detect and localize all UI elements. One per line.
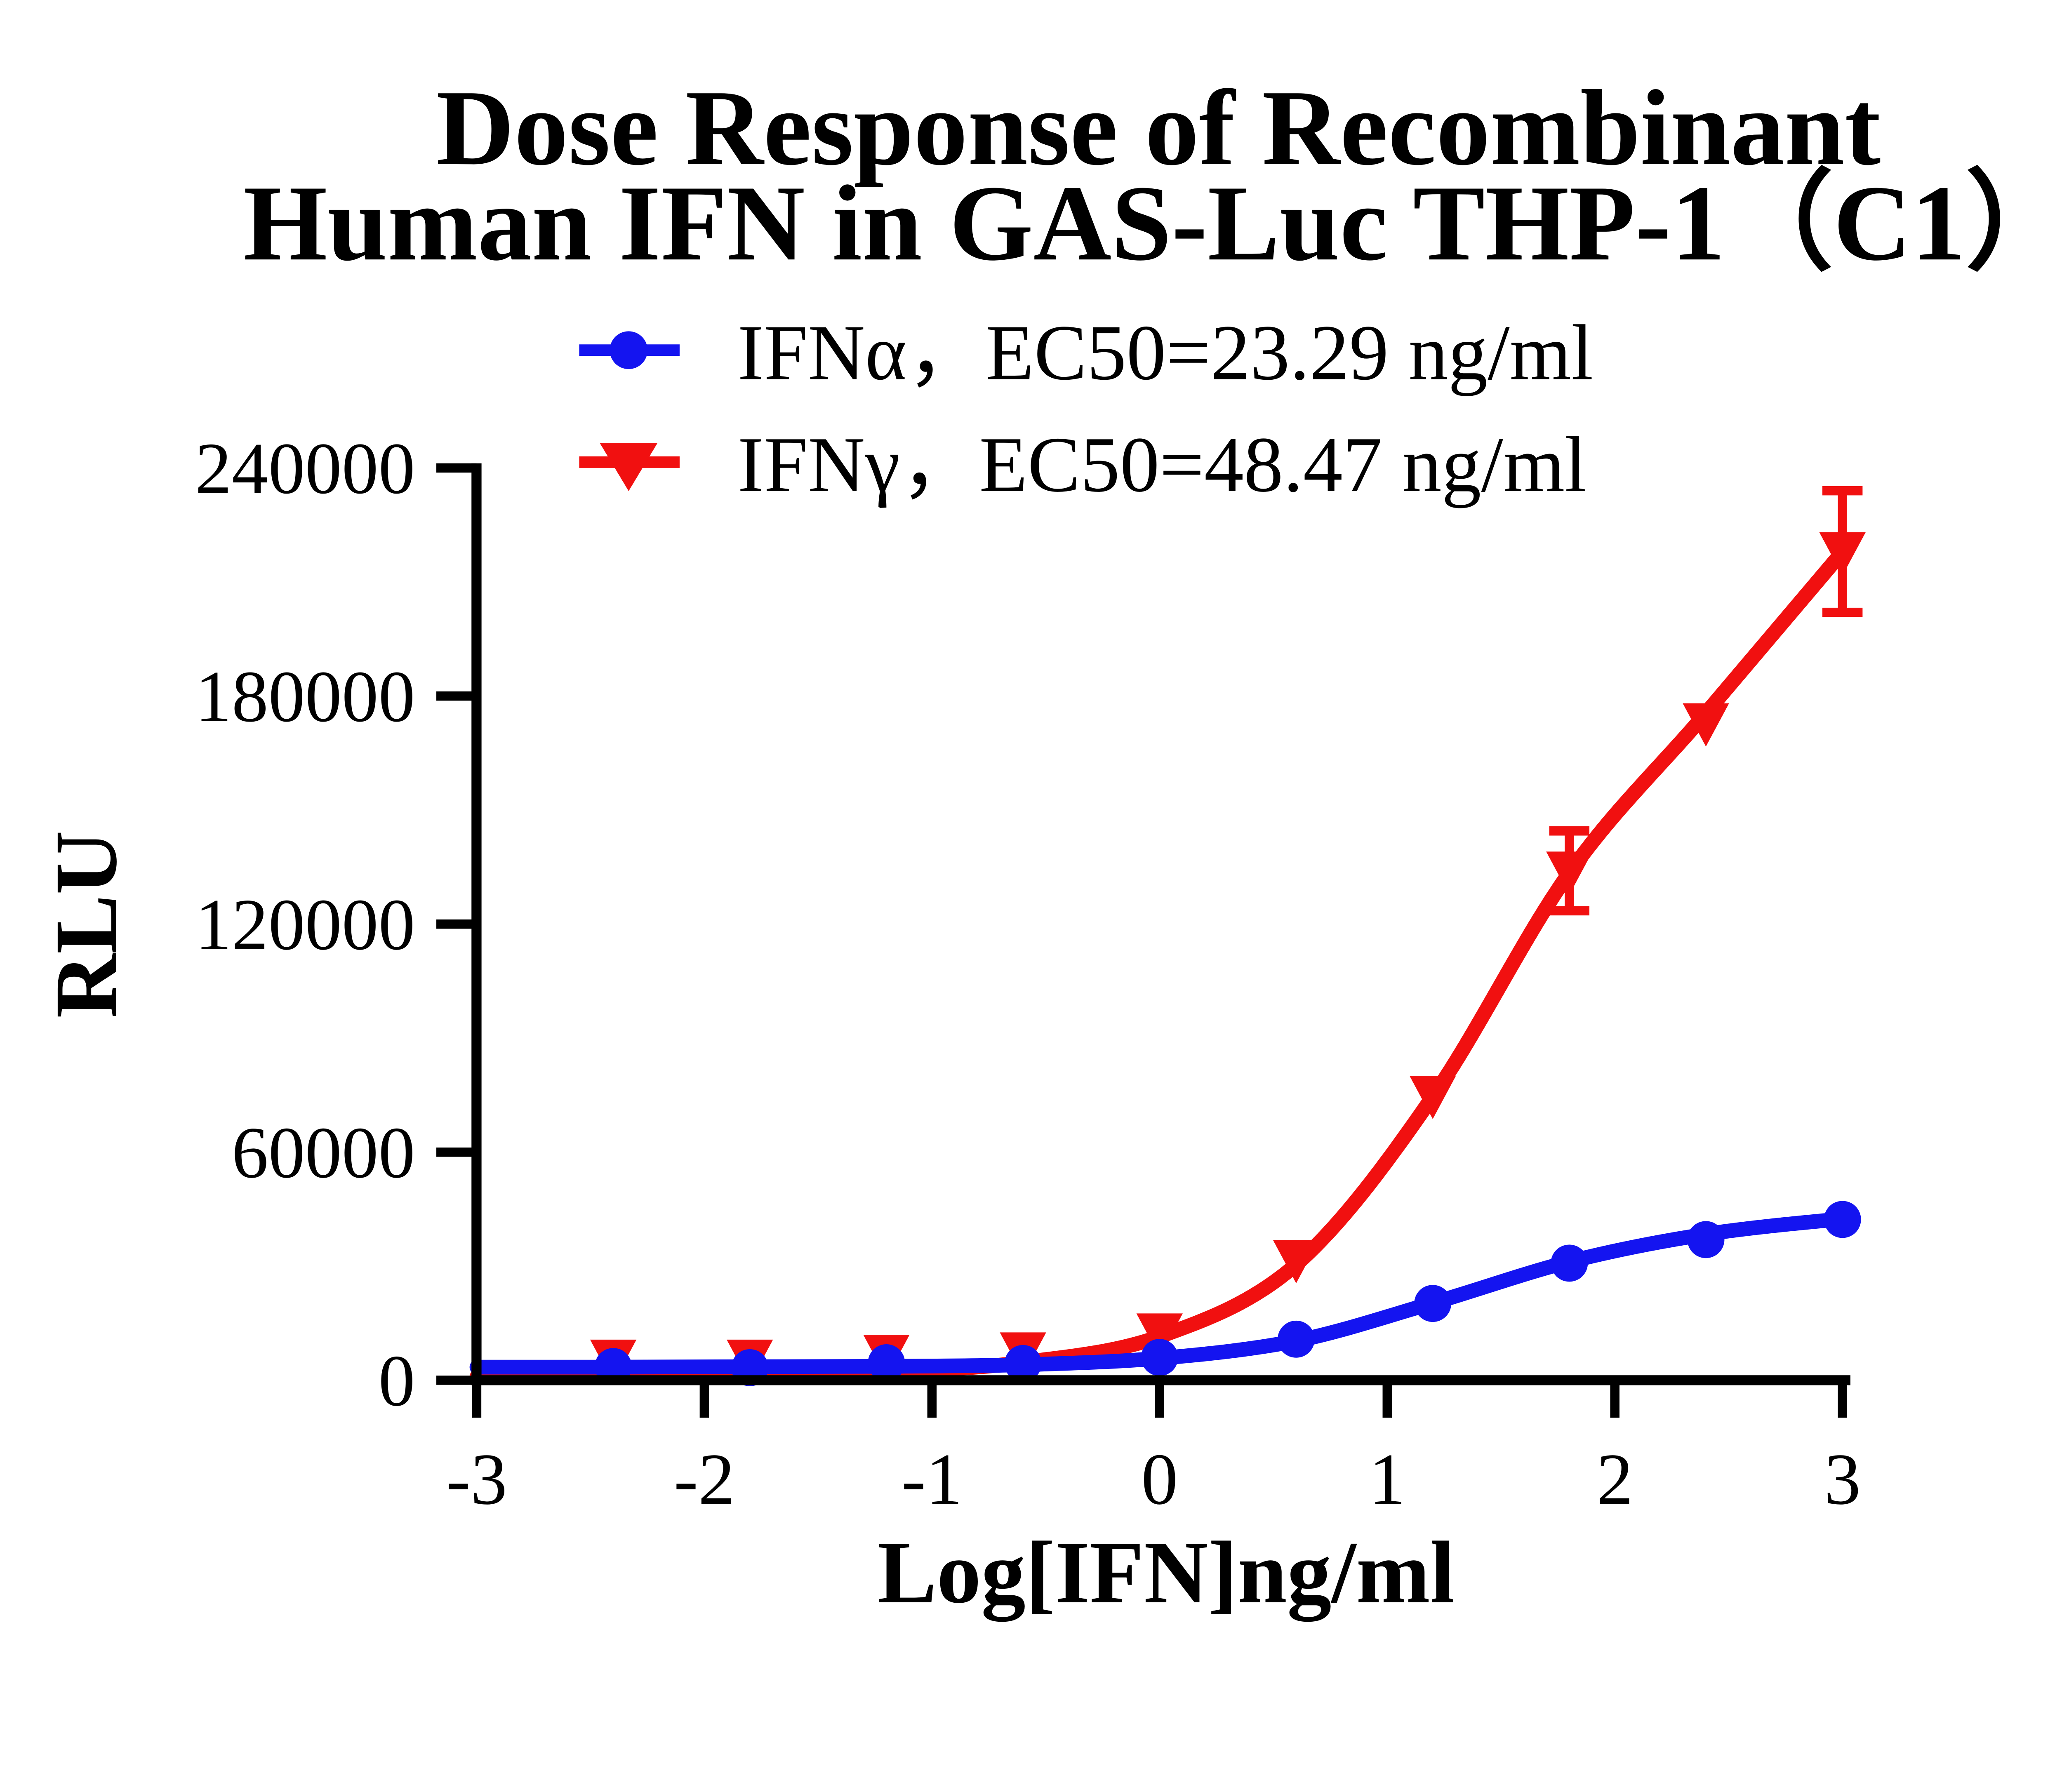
chart-title-line2: Human IFN in GAS-Luc THP-1（C1） xyxy=(243,163,2062,283)
legend-triangle-down-marker-icon xyxy=(600,442,658,492)
y-axis-title: RLU xyxy=(37,830,135,1018)
x-axis: -3 -2 -1 0 1 2 3 Log[IFN]ng/ml xyxy=(446,1375,1861,1622)
x-axis-title: Log[IFN]ng/ml xyxy=(878,1523,1455,1622)
chart-title: Dose Response of Recombinant Human IFN i… xyxy=(243,68,2062,283)
x-tick-label: 3 xyxy=(1824,1439,1861,1520)
y-ticks: 0 60000 120000 180000 240000 xyxy=(195,428,477,1421)
x-tick-label: 0 xyxy=(1141,1439,1178,1520)
data-point-circle xyxy=(1414,1285,1452,1322)
data-point-triangle-down xyxy=(1273,1240,1320,1284)
data-point-circle xyxy=(1141,1339,1178,1376)
plot-series xyxy=(469,486,1866,1386)
legend-circle-marker-icon xyxy=(610,331,648,369)
x-tick-label: 2 xyxy=(1596,1439,1633,1520)
data-point-triangle-down xyxy=(1409,1076,1456,1119)
data-point-triangle-down xyxy=(1683,703,1729,747)
y-tick-label: 120000 xyxy=(195,884,415,965)
chart-title-line1: Dose Response of Recombinant xyxy=(436,68,1882,188)
legend-label-ifna: IFNα，EC50=23.29 ng/ml xyxy=(737,308,1593,396)
legend-label-ifng: IFNγ，EC50=48.47 ng/ml xyxy=(737,421,1587,508)
data-point-circle xyxy=(1551,1244,1588,1282)
series-ifnα xyxy=(469,1201,1861,1386)
x-ticks: -3 -2 -1 0 1 2 3 xyxy=(446,1380,1861,1520)
y-tick-label: 0 xyxy=(379,1340,415,1421)
y-tick-label: 180000 xyxy=(195,656,415,737)
dose-response-chart: Dose Response of Recombinant Human IFN i… xyxy=(36,67,2062,1622)
data-point-triangle-down xyxy=(1546,851,1593,895)
data-point-circle xyxy=(1824,1201,1861,1238)
data-point-circle xyxy=(868,1344,905,1381)
data-point-circle xyxy=(1278,1320,1315,1358)
data-point-triangle-down xyxy=(1136,1313,1183,1357)
x-tick-label: -3 xyxy=(446,1439,507,1520)
x-tick-label: 1 xyxy=(1369,1439,1405,1520)
legend-item-ifng: IFNγ，EC50=48.47 ng/ml xyxy=(579,421,1587,508)
figure: Dose Response of Recombinant Human IFN i… xyxy=(36,67,2062,1622)
y-tick-label: 60000 xyxy=(232,1112,415,1193)
legend: IFNα，EC50=23.29 ng/ml IFNγ，EC50=48.47 ng… xyxy=(579,308,1593,508)
data-point-circle xyxy=(1687,1221,1725,1258)
y-tick-label: 240000 xyxy=(195,428,415,509)
data-point-circle xyxy=(1004,1345,1042,1382)
y-axis: 0 60000 120000 180000 240000 RLU xyxy=(37,428,482,1421)
data-point-triangle-down xyxy=(1819,532,1866,576)
x-tick-label: -2 xyxy=(674,1439,735,1520)
x-tick-label: -1 xyxy=(902,1439,963,1520)
legend-item-ifna: IFNα，EC50=23.29 ng/ml xyxy=(579,308,1593,396)
